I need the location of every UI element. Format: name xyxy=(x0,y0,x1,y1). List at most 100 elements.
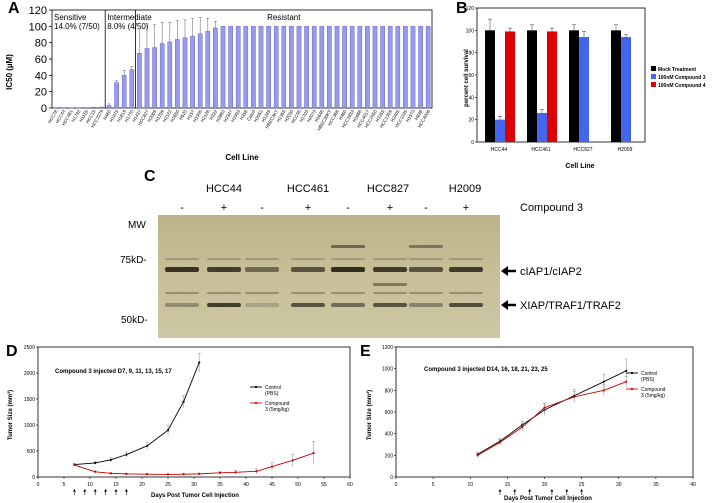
blot-band-xiap xyxy=(449,303,483,307)
blot-band-xiap xyxy=(331,303,365,307)
blot-band-minor xyxy=(165,258,199,260)
chart-a-xtick-label: H460 xyxy=(102,109,112,121)
chart-a-bar xyxy=(159,43,165,109)
chart-a-xtick-label: H1993 xyxy=(230,109,241,123)
blot-lane-sign: - xyxy=(346,202,350,214)
chart-d-legend-label: (PBS) xyxy=(265,391,279,397)
chart-a-bar xyxy=(175,39,180,109)
chart-e-injection-arrowhead xyxy=(513,489,517,492)
chart-d-title: Compound 3 injected D7, 9, 11, 13, 15, 1… xyxy=(55,369,172,375)
chart-a-xtick-label: H2030 xyxy=(283,109,294,123)
chart-a-bar xyxy=(342,26,347,109)
chart-a-xtick-label: H1819 xyxy=(116,109,127,123)
chart-e-xtick-label: 15 xyxy=(505,482,511,488)
chart-d-point xyxy=(146,473,149,476)
chart-e-point xyxy=(521,426,524,429)
chart-d-point xyxy=(125,453,128,456)
blot-treatment-label: Compound 3 xyxy=(520,202,583,214)
chart-d-point xyxy=(182,400,185,403)
chart-d: Tumor Size (mm³) Compound 3 injected D7,… xyxy=(7,345,353,499)
blot-band-minor xyxy=(245,292,279,294)
chart-d-xtick-label: 45 xyxy=(269,482,275,488)
chart-d-xtick-label: 25 xyxy=(165,482,171,488)
chart-a-bar xyxy=(418,26,423,109)
chart-a-bar xyxy=(334,26,340,109)
chart-d-point xyxy=(198,472,201,475)
chart-a-bar xyxy=(83,107,89,109)
blot-membrane xyxy=(158,215,500,338)
chart-a-xtick-label: H520 xyxy=(178,109,188,121)
chart-d-injection-arrowhead xyxy=(83,489,87,492)
chart-a-ytick-label: 0 xyxy=(41,103,47,115)
chart-e-xtick-label: 0 xyxy=(395,482,398,488)
chart-a-xtick-label: H1299 xyxy=(261,109,272,123)
chart-b-bar xyxy=(621,37,631,142)
chart-d-point xyxy=(146,444,149,447)
chart-d-point xyxy=(218,471,222,474)
chart-e-legend-label: Compound xyxy=(641,387,666,393)
chart-a-xtick-label: H1299 xyxy=(154,109,165,123)
chart-d-frame xyxy=(37,346,351,478)
chart-e-title: Compound 3 injected D14, 16, 18, 21, 23,… xyxy=(424,367,548,373)
chart-a-xtick-label: HCC78 xyxy=(47,109,59,125)
chart-a-bar xyxy=(114,82,119,109)
chart-a-bar xyxy=(311,26,317,109)
chart-a: IC50 (µM) 0 20 40 60 80 100 120 Sensitive14.0%… xyxy=(5,5,433,162)
chart-a-xtick-label: H2882 xyxy=(215,109,226,123)
chart-a-bar xyxy=(403,26,408,109)
chart-a-xtick-label: HCC44 xyxy=(55,109,67,125)
chart-d-xtick-label: 30 xyxy=(191,482,197,488)
chart-a-xtick-label: HCC95 xyxy=(290,109,302,125)
chart-d-point xyxy=(94,461,97,465)
chart-b-legend: Mock Treatment 100nM Compound 3 100nM Comp… xyxy=(651,66,706,89)
chart-e-ylabel: Tumor Size (mm³) xyxy=(366,390,373,440)
chart-a-bar xyxy=(144,48,150,109)
chart-d-ytick-label: 2500 xyxy=(24,345,35,351)
chart-a-bar xyxy=(197,33,203,109)
chart-b-bar xyxy=(527,30,537,142)
chart-d-point xyxy=(73,463,76,467)
blot-group-label-hcc44: HCC44 xyxy=(206,183,242,195)
chart-a-xtick-label: H1792 xyxy=(71,109,82,123)
chart-b-ylabel: percent cell survival xyxy=(464,49,470,107)
chart-b-legend-swatch xyxy=(651,82,656,87)
chart-e-ytick-label: 1000 xyxy=(382,367,393,373)
chart-e-xlabel: Days Post Tumor Cell Injection xyxy=(504,496,592,502)
chart-d-xtick-label: 35 xyxy=(217,482,223,488)
blot-band-minor xyxy=(245,258,279,260)
chart-e-point xyxy=(625,369,628,372)
chart-e-point xyxy=(498,441,502,444)
chart-e-legend-label: 3 (5mg/kg) xyxy=(641,393,665,399)
chart-a-ytick-label: 60 xyxy=(35,54,47,66)
chart-d-series-line xyxy=(74,452,314,475)
blot-lane-sign: - xyxy=(260,202,264,214)
chart-b-ytick-label: 60 xyxy=(468,73,474,79)
chart-e-ytick-label: 400 xyxy=(385,432,394,438)
chart-a-bar xyxy=(68,107,74,109)
band-arrow-xiap xyxy=(501,300,516,310)
chart-b-xtick-label: HCC461 xyxy=(531,147,550,153)
blot-band-minor xyxy=(207,258,241,260)
chart-e: Tumor Size (mm³) Compound 3 injected D14… xyxy=(366,345,696,502)
chart-b-bar xyxy=(547,31,557,143)
chart-d-legend-label: Compound xyxy=(265,401,290,407)
chart-a-bar xyxy=(235,26,241,109)
chart-a-bar xyxy=(273,26,279,109)
chart-a-bar xyxy=(281,26,287,109)
blot-band-xiap xyxy=(245,303,279,307)
chart-a-xtick-label: H2405 xyxy=(390,109,401,123)
chart-b-axes: 0 20 40 60 80 100 120 HCC44 HCC461 HCC827 H2009 xyxy=(466,6,646,153)
chart-d-ytick-label: 500 xyxy=(27,449,36,455)
blot-lane-sign: + xyxy=(387,202,393,214)
chart-d-xtick-label: 50 xyxy=(295,482,301,488)
blot-band-minor xyxy=(373,258,407,260)
blot-lane-sign: + xyxy=(463,202,469,214)
chart-a-xtick-label: H2009 xyxy=(147,109,158,123)
chart-d-point xyxy=(234,471,237,474)
chart-a-xtick-label: H2122 xyxy=(162,109,173,123)
chart-b-xlabel: Cell Line xyxy=(565,163,594,170)
chart-d-legend-marker xyxy=(254,401,258,405)
blot-band-minor xyxy=(165,292,199,294)
